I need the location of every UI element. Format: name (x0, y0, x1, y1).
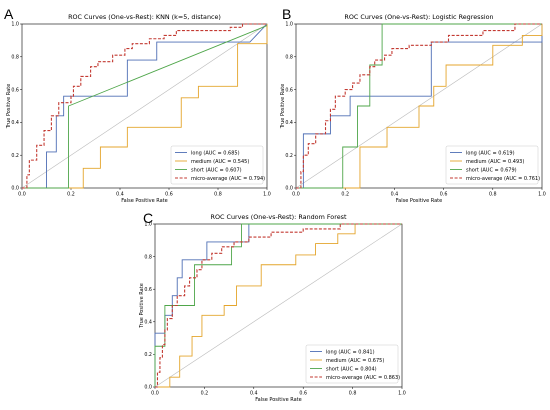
legend-box (170, 145, 264, 185)
series-line-medium (296, 24, 543, 189)
x-tick-label: 0.0 (18, 192, 26, 198)
y-tick-label: 0.2 (144, 352, 152, 358)
chance-diagonal (154, 223, 403, 388)
series-line-medium (22, 24, 268, 189)
x-axis-label: False Positive Rate (396, 198, 442, 204)
legend-entry: medium (AUC = 0.493) (466, 159, 524, 165)
y-tick-label: 0.0 (11, 186, 19, 192)
series-line-short (296, 23, 542, 189)
legend-entry: micro-average (AUC = 0.761) (466, 176, 540, 182)
x-tick-label: 0.6 (299, 391, 307, 397)
panel-letter: A (4, 6, 14, 22)
y-tick-label: 0.4 (144, 320, 152, 326)
y-tick-label: 0.8 (11, 55, 19, 61)
legend-entry: long (AUC = 0.685) (191, 150, 240, 156)
y-tick-label: 0.0 (285, 186, 293, 192)
legend-entry: long (AUC = 0.841) (326, 349, 375, 355)
legend-box (445, 145, 539, 185)
y-tick-label: 0.8 (285, 55, 293, 61)
series-line-micro (22, 23, 267, 189)
legend-entry: medium (AUC = 0.675) (326, 358, 384, 364)
x-tick-label: 0.0 (151, 391, 159, 397)
legend: long (AUC = 0.619) medium (AUC = 0.493) sh… (445, 145, 540, 185)
x-tick-label: 0.2 (341, 192, 349, 198)
series-line-long (22, 23, 268, 189)
chart-title: ROC Curves (One-vs-Rest): Random Forest (211, 213, 347, 221)
legend: long (AUC = 0.685) medium (AUC = 0.545) sh… (170, 145, 265, 185)
x-tick-label: 1.0 (263, 192, 271, 198)
roc-chart-0: A ROC Curves (One-vs-Rest): KNN (k=5, dis… (4, 6, 271, 204)
chart-title: ROC Curves (One-vs-Rest): KNN (k=5, dist… (68, 13, 221, 21)
legend-box (305, 344, 399, 384)
x-tick-label: 0.2 (67, 192, 75, 198)
plot-frame (21, 23, 268, 189)
y-tick-label: 0.4 (11, 120, 19, 126)
series-line-short (22, 25, 268, 189)
y-axis-label: True Positive Rate (280, 84, 286, 130)
x-axis-label: False Positive Rate (255, 397, 301, 403)
y-tick-label: 1.0 (11, 22, 19, 28)
x-tick-label: 0.8 (349, 391, 357, 397)
x-tick-label: 0.4 (116, 192, 124, 198)
chart-title: ROC Curves (One-vs-Rest): Logistic Regre… (344, 13, 493, 21)
legend-entry: medium (AUC = 0.545) (191, 159, 249, 165)
legend-entry: short (AUC = 0.804) (326, 366, 377, 372)
series-line-short (154, 223, 402, 387)
x-tick-label: 0.6 (440, 192, 448, 198)
series-line-micro (155, 223, 402, 388)
x-tick-label: 0.4 (250, 391, 258, 397)
y-tick-label: 0.2 (11, 153, 19, 159)
x-tick-label: 0.6 (165, 192, 173, 198)
y-tick-label: 0.6 (144, 287, 152, 293)
legend-entry: micro-average (AUC = 0.863) (326, 375, 400, 381)
series-line-medium (155, 223, 402, 388)
x-axis-label: False Positive Rate (121, 198, 167, 204)
y-tick-label: 0.8 (144, 254, 152, 260)
y-tick-label: 0.0 (144, 385, 152, 391)
y-axis-label: True Positive Rate (6, 84, 12, 130)
x-tick-label: 1.0 (538, 192, 546, 198)
legend-entry: short (AUC = 0.679) (466, 167, 517, 173)
legend-entry: short (AUC = 0.607) (191, 167, 242, 173)
roc-chart-2: C ROC Curves (One-vs-Rest): Random Forest… (139, 210, 406, 403)
legend: long (AUC = 0.841) medium (AUC = 0.675) sh… (305, 344, 400, 384)
y-tick-label: 1.0 (285, 22, 293, 28)
roc-chart-1: B ROC Curves (One-vs-Rest): Logistic Regr… (280, 6, 546, 204)
y-tick-label: 0.6 (11, 87, 19, 93)
series-line-micro (296, 23, 542, 189)
legend-entry: micro-average (AUC = 0.794) (191, 176, 265, 182)
y-tick-label: 1.0 (144, 222, 152, 228)
x-tick-label: 0.4 (391, 192, 399, 198)
chance-diagonal (21, 23, 268, 189)
x-tick-label: 0.0 (292, 192, 300, 198)
x-tick-label: 0.8 (489, 192, 497, 198)
y-tick-label: 0.4 (285, 120, 293, 126)
y-tick-label: 0.6 (285, 87, 293, 93)
x-tick-label: 0.2 (201, 391, 209, 397)
series-line-long (296, 24, 543, 189)
y-tick-label: 0.2 (285, 153, 293, 159)
legend-entry: long (AUC = 0.619) (466, 150, 515, 156)
x-tick-label: 1.0 (398, 391, 406, 397)
x-tick-label: 0.8 (214, 192, 222, 198)
y-axis-label: True Positive Rate (139, 283, 145, 329)
panel-letter: C (143, 210, 153, 226)
panel-letter: B (282, 6, 291, 22)
